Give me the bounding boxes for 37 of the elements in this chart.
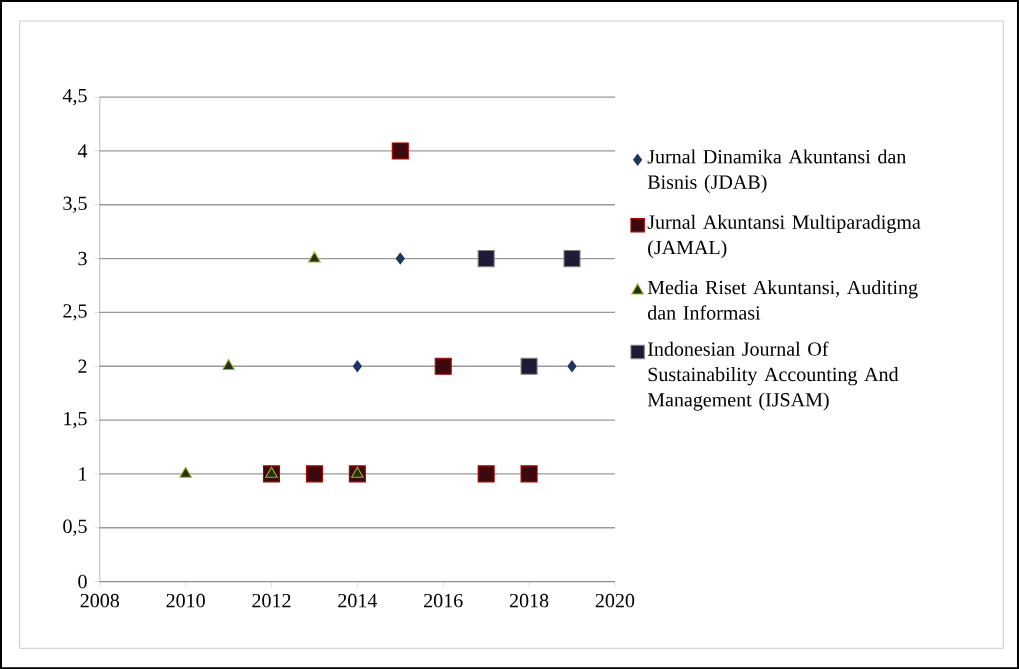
y-tick-label: 2,5 <box>63 304 87 321</box>
point <box>567 360 577 372</box>
y-tick-label: 4 <box>77 144 88 158</box>
legend-label: Jurnal Akuntansi Multiparadigma (JAMAL) <box>647 214 921 259</box>
point <box>477 249 495 267</box>
point <box>352 360 362 372</box>
point <box>179 466 192 478</box>
point <box>265 466 278 478</box>
x-tick-label: 2014 <box>338 593 378 608</box>
point <box>305 465 323 483</box>
point <box>222 358 235 370</box>
y-tick-label: 2 <box>78 359 87 373</box>
point <box>308 251 321 263</box>
legend-label: Indonesian Journal Of Sustainability Accounting And Management (IJSAM) <box>647 341 899 411</box>
legend-label: Jurnal Dinamika Akuntansi dan Bisnis (JDAB) <box>647 149 907 193</box>
x-tick-label: 2008 <box>80 593 120 608</box>
point <box>434 357 452 375</box>
x-tick-label: 2018 <box>509 593 549 608</box>
y-tick-label: 4,5 <box>62 88 87 106</box>
y-tick-label: 3 <box>78 251 87 266</box>
point <box>563 249 581 267</box>
y-tick-label: 1,5 <box>64 411 87 429</box>
point <box>395 252 405 265</box>
point <box>391 142 409 160</box>
y-tick-label: 0,5 <box>63 519 87 536</box>
x-tick-label: 2010 <box>166 593 205 608</box>
y-tick-label: 1 <box>79 467 87 481</box>
legend-label: Media Riset Akuntansi, Auditing dan Informasi <box>647 280 918 320</box>
x-tick-label: 2016 <box>424 593 463 608</box>
y-tick-label: 0 <box>78 574 87 589</box>
x-tick-label: 2020 <box>595 593 635 608</box>
y-tick-label: 3,5 <box>63 196 87 213</box>
point <box>520 465 538 483</box>
point <box>477 465 495 483</box>
x-tick-label: 2012 <box>252 593 291 608</box>
point <box>351 466 364 478</box>
point <box>520 357 538 375</box>
